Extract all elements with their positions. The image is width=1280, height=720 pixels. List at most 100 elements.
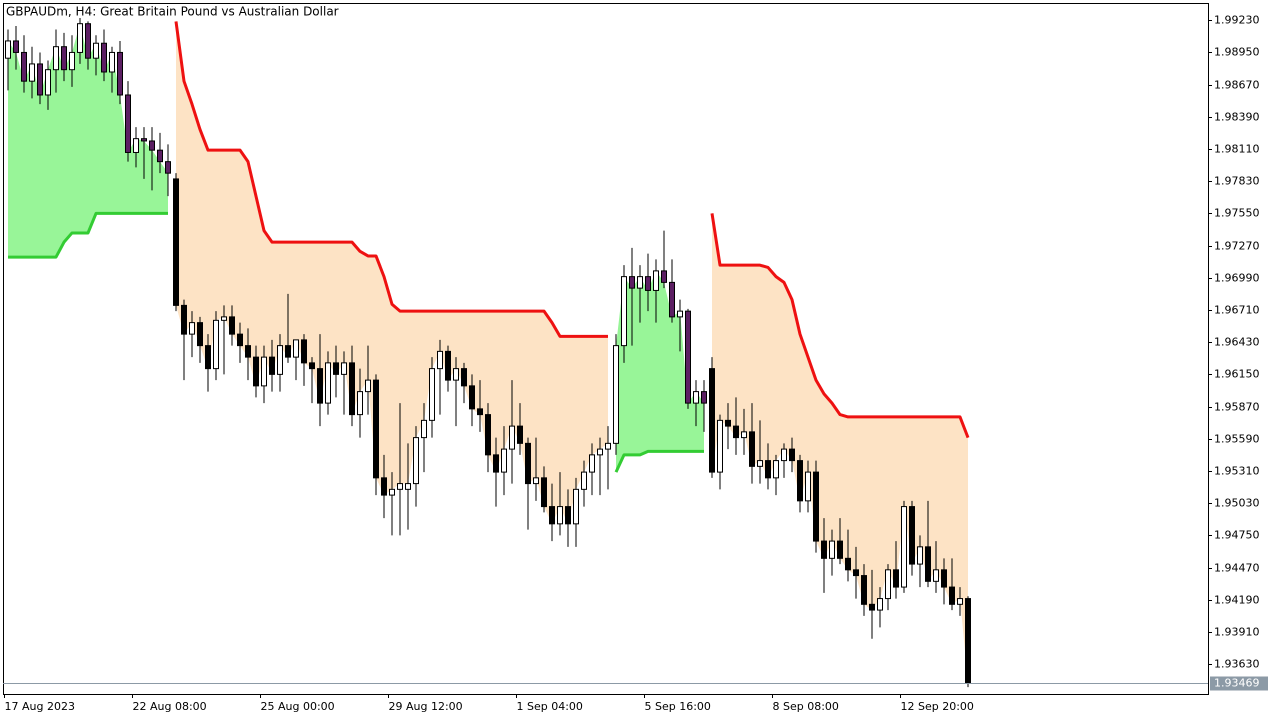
candle-body xyxy=(5,40,11,59)
last-price-label: 1.93469 xyxy=(1214,677,1260,690)
trend-line xyxy=(8,211,168,259)
candle-body xyxy=(325,362,331,404)
x-tick-label: 12 Sep 20:00 xyxy=(901,700,974,713)
candle-body xyxy=(13,40,19,53)
candle-body xyxy=(277,345,283,375)
candle-body xyxy=(757,460,763,467)
candle-body xyxy=(253,356,259,387)
x-tick-label: 1 Sep 04:00 xyxy=(517,700,583,713)
candle-body xyxy=(645,276,651,291)
x-tick-label: 22 Aug 08:00 xyxy=(133,700,207,713)
candle-body xyxy=(773,460,779,479)
candle-body xyxy=(717,419,723,473)
candle-body xyxy=(557,506,563,525)
candle-body xyxy=(453,368,459,381)
y-tick-label: 1.98390 xyxy=(1214,111,1260,124)
candle-body xyxy=(853,569,859,577)
x-tick-label: 25 Aug 00:00 xyxy=(261,700,335,713)
candle-body xyxy=(525,442,531,485)
candle-body xyxy=(877,598,883,611)
candle-body xyxy=(309,362,315,370)
y-tick-label: 1.96710 xyxy=(1214,304,1260,317)
candle-body xyxy=(869,603,875,611)
candle-body xyxy=(653,270,659,291)
trend-fill xyxy=(616,270,704,473)
candle-body xyxy=(581,471,587,490)
y-tick-label: 1.95870 xyxy=(1214,401,1260,414)
candle-body xyxy=(341,362,347,375)
axes: 1.99230 1.98950 1.98670 1.98390 1.98110 1.978… xyxy=(3,14,1268,713)
candle-body xyxy=(405,483,411,490)
candle-body xyxy=(333,362,339,375)
candle-body xyxy=(949,586,955,605)
candle-body xyxy=(629,276,635,289)
candle-body xyxy=(925,546,931,582)
candle-body xyxy=(181,304,187,335)
candle-body xyxy=(965,598,971,684)
candle-body xyxy=(613,345,619,444)
candle-body xyxy=(549,506,555,525)
y-tick-label: 1.96150 xyxy=(1214,368,1260,381)
y-tick-label: 1.94190 xyxy=(1214,594,1260,607)
candle-body xyxy=(429,368,435,421)
candle-body xyxy=(621,276,627,347)
candle-body xyxy=(389,488,395,496)
candle-body xyxy=(189,322,195,335)
y-tick-label: 1.97830 xyxy=(1214,175,1260,188)
candle-body xyxy=(669,281,675,318)
y-tick-label: 1.94470 xyxy=(1214,562,1260,575)
trend-line xyxy=(614,449,704,473)
trend-fill xyxy=(176,21,608,524)
candle-body xyxy=(533,477,539,485)
candle-body xyxy=(477,408,483,416)
candle-body xyxy=(861,575,867,605)
candle-body xyxy=(157,149,163,163)
candle-body xyxy=(133,138,139,153)
candle-body xyxy=(693,391,699,404)
candle-body xyxy=(661,270,667,283)
y-tick-label: 1.97550 xyxy=(1214,207,1260,220)
candle-body xyxy=(805,471,811,502)
candle-body xyxy=(941,569,947,588)
candle-body xyxy=(109,51,115,73)
candle-body xyxy=(53,46,59,71)
candle-body xyxy=(141,138,147,142)
candle-body xyxy=(493,454,499,473)
candle-body xyxy=(741,431,747,439)
candle-body xyxy=(765,460,771,479)
chart-title: GBPAUDm, H4: Great Britain Pound vs Aust… xyxy=(6,5,339,19)
candle-body xyxy=(605,442,611,450)
candle-body xyxy=(437,350,443,370)
candle-body xyxy=(21,51,27,82)
candle-body xyxy=(509,425,515,450)
y-tick-label: 1.95310 xyxy=(1214,465,1260,478)
candle-body xyxy=(269,356,275,375)
y-tick-label: 1.93910 xyxy=(1214,626,1260,639)
trend-lines xyxy=(8,21,970,473)
candle-body xyxy=(637,276,643,289)
trend-line xyxy=(174,21,608,338)
candle-body xyxy=(397,483,403,490)
candle-body xyxy=(197,322,203,347)
candle-body xyxy=(461,368,467,387)
candle-body xyxy=(685,310,691,404)
candle-body xyxy=(101,42,107,73)
y-tick-label: 1.95030 xyxy=(1214,497,1260,510)
candle-body xyxy=(165,161,171,174)
candle-body xyxy=(469,385,475,410)
candle-body xyxy=(261,356,267,387)
candle-body xyxy=(93,42,99,59)
candle-body xyxy=(813,471,819,542)
candle-body xyxy=(293,339,299,358)
candle-body xyxy=(173,178,179,306)
candle-body xyxy=(117,51,123,96)
candle-body xyxy=(541,477,547,508)
candle-body xyxy=(901,506,907,588)
candle-body xyxy=(285,345,291,358)
candle-body xyxy=(237,333,243,347)
y-tick-label: 1.93630 xyxy=(1214,658,1260,671)
candle-body xyxy=(565,506,571,525)
candle-body xyxy=(221,316,227,321)
candle-body xyxy=(85,23,91,59)
